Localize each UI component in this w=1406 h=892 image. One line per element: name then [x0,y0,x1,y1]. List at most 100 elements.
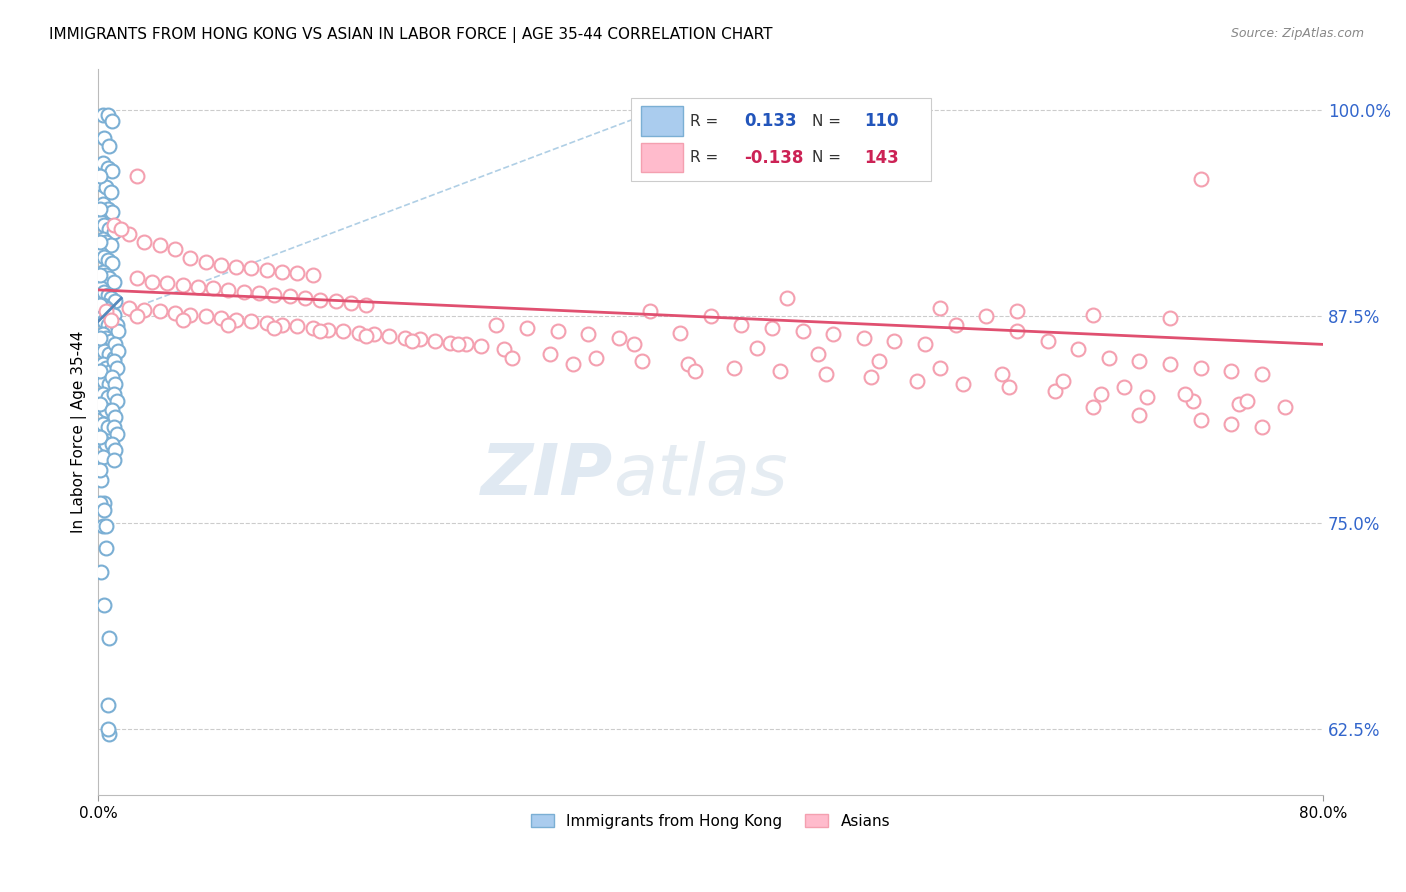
Point [576,327,599,342]
Point [149,238,172,252]
Point [89,331,111,345]
Point [98,271,121,285]
Point [623,337,645,351]
Point [676,357,699,371]
Point [90,215,112,229]
Point [776,291,799,305]
FancyBboxPatch shape [631,97,931,181]
Point [90,473,112,487]
Text: 110: 110 [863,112,898,130]
Point [401,334,423,348]
Point [100,186,122,200]
Point [90,246,112,260]
Point [98,347,121,361]
Point [1236,393,1258,408]
Point [1052,374,1074,388]
Point [287,319,309,334]
Text: R =: R = [690,150,723,165]
Point [1159,357,1181,371]
Point [494,343,516,357]
Point [93,502,115,516]
Point [94,304,117,318]
Point [101,403,124,417]
Point [104,443,127,458]
Point [98,727,121,741]
Point [94,331,117,345]
Point [96,253,118,268]
Text: N =: N = [813,113,846,128]
Point [93,496,115,510]
Point [163,306,186,320]
Point [823,327,845,342]
Point [90,370,112,384]
Text: Source: ZipAtlas.com: Source: ZipAtlas.com [1230,27,1364,40]
Point [990,367,1012,381]
Text: 143: 143 [863,149,898,167]
Point [125,310,148,324]
Point [256,263,278,277]
Point [194,310,217,324]
Point [1189,413,1212,427]
Point [485,318,508,332]
Point [232,285,254,299]
Point [814,367,837,381]
Point [1128,409,1150,423]
Point [91,327,114,342]
Point [378,329,401,343]
Point [103,420,125,434]
Point [607,331,630,345]
Point [100,312,122,326]
Point [104,410,127,425]
Point [101,321,124,335]
Point [447,337,470,351]
Point [93,344,115,359]
Point [91,265,114,279]
Point [309,324,332,338]
Point [769,364,792,378]
FancyBboxPatch shape [641,106,682,136]
Text: N =: N = [813,150,846,165]
Point [96,202,118,216]
Point [134,235,156,249]
Point [100,334,122,348]
Point [103,219,125,233]
Point [723,360,745,375]
Point [356,329,378,343]
Point [907,374,929,388]
Point [89,496,111,510]
Point [585,351,607,365]
Point [98,221,121,235]
Point [470,339,492,353]
Point [209,258,232,272]
Point [516,321,538,335]
Point [93,599,115,613]
Point [945,318,967,332]
Point [134,302,156,317]
Point [271,265,294,279]
Point [172,277,194,292]
Point [89,298,111,312]
Point [852,331,875,345]
Point [149,304,172,318]
Point [1045,384,1067,398]
Point [103,308,125,322]
Point [202,281,225,295]
Point [1189,360,1212,375]
Text: atlas: atlas [613,441,787,510]
Point [94,436,117,450]
Point [1067,343,1090,357]
Point [104,377,127,392]
Point [240,261,263,276]
Point [91,450,114,464]
Point [93,374,115,388]
Point [301,268,323,282]
Point [93,285,115,299]
Point [1136,390,1159,404]
Point [93,131,115,145]
Point [1251,367,1274,381]
Text: ZIP: ZIP [481,441,613,510]
Point [96,318,118,332]
Point [1090,387,1112,401]
Point [1098,351,1121,365]
Point [101,205,124,219]
